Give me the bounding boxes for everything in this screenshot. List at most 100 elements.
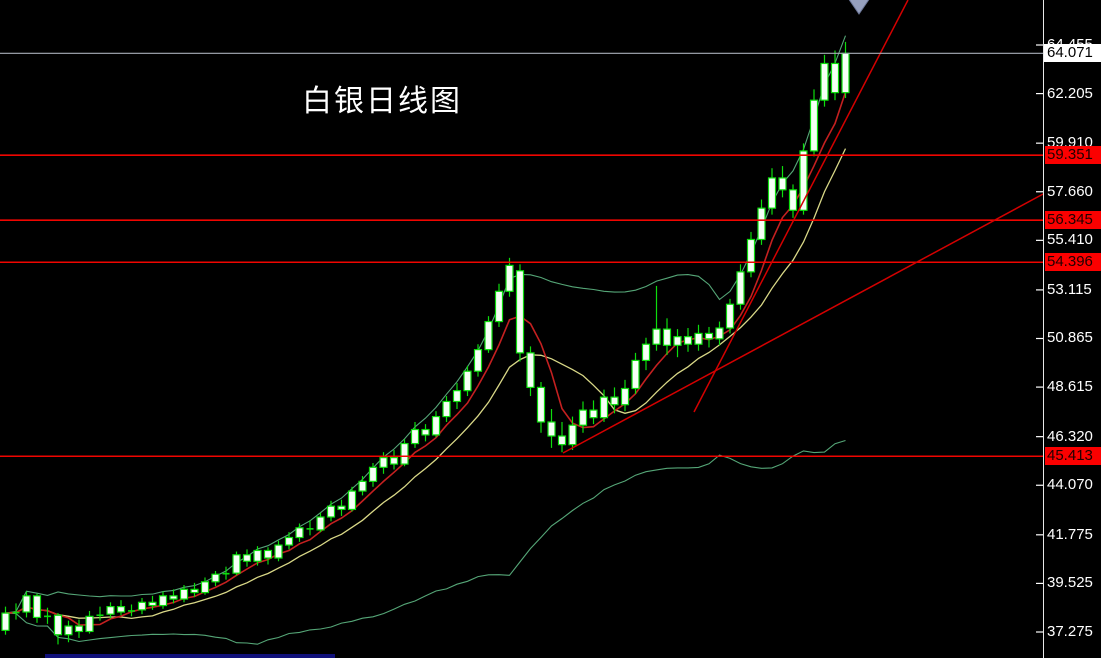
candle-body — [841, 52, 850, 94]
candle-body — [337, 505, 346, 511]
candle-body — [64, 625, 73, 636]
candle-body — [326, 505, 336, 518]
candle-body — [631, 359, 640, 390]
candle-body — [494, 290, 504, 323]
candle-body — [431, 415, 441, 436]
candle-body — [316, 516, 325, 531]
candle-body — [788, 189, 798, 211]
bollinger-upper-band — [5, 35, 847, 614]
level-price-label: 45.413 — [1045, 447, 1101, 465]
price-axis: 64.45562.20559.91057.66055.41053.11550.8… — [1043, 0, 1101, 658]
candle-body — [1, 612, 10, 631]
candle-body — [568, 424, 577, 446]
candle-body — [32, 595, 42, 619]
candle-body — [473, 349, 483, 372]
axis-tick-label: 41.775 — [1047, 526, 1093, 543]
candle-body — [22, 595, 31, 613]
long-support-trendline[interactable] — [562, 193, 1043, 454]
candle-body — [211, 573, 220, 583]
candle-body — [809, 99, 819, 152]
candle-body — [484, 320, 493, 351]
candle-body — [148, 601, 157, 607]
candle-body — [368, 466, 378, 482]
level-price-label: 54.396 — [1045, 253, 1101, 271]
axis-tick-label: 55.410 — [1047, 231, 1093, 248]
candle-body — [284, 536, 294, 546]
candle-body — [526, 352, 535, 389]
axis-tick-label: 44.070 — [1047, 476, 1093, 493]
candle-body — [421, 428, 430, 436]
candle-body — [536, 386, 546, 423]
candle-body — [74, 625, 84, 633]
candle-body — [662, 328, 672, 346]
candle-body — [106, 606, 115, 615]
axis-tick-label: 48.615 — [1047, 378, 1093, 395]
candle-body — [725, 303, 735, 329]
candle-body — [694, 332, 703, 345]
slow-ma-line — [5, 148, 847, 620]
candle-body — [137, 601, 147, 611]
level-price-label: 59.351 — [1045, 146, 1101, 164]
candle-body — [85, 615, 94, 633]
candle-body — [505, 264, 514, 292]
fast-ma-line — [5, 91, 847, 626]
axis-tick-label: 57.660 — [1047, 183, 1093, 200]
candle-body — [589, 409, 598, 419]
candle-body — [578, 409, 588, 426]
axis-tick-label: 46.320 — [1047, 428, 1093, 445]
candle-body — [547, 421, 556, 437]
candle-body — [599, 396, 609, 419]
steep-support-trendline[interactable] — [693, 0, 909, 413]
candle-body — [253, 549, 262, 562]
candle-body — [274, 544, 283, 559]
candle-body — [620, 387, 630, 406]
candle-body — [263, 549, 273, 559]
candle-body — [757, 207, 766, 241]
candle-body — [767, 177, 777, 209]
candle-body — [347, 490, 357, 511]
candle-body — [515, 270, 525, 354]
candle-body — [232, 554, 241, 574]
axis-tick-label: 37.275 — [1047, 623, 1093, 640]
candle-body — [389, 457, 399, 465]
candle-body — [557, 435, 567, 446]
candle-body — [778, 177, 787, 191]
candle-body — [179, 588, 189, 600]
background-window-edge — [45, 654, 335, 658]
candle-body — [452, 390, 462, 403]
level-price-label: 56.345 — [1045, 211, 1101, 229]
candle-body — [830, 62, 840, 94]
candles-group — [1, 41, 850, 645]
candle-body — [242, 554, 252, 562]
chart-title: 白银日线图 — [302, 85, 462, 118]
candle-body — [442, 400, 451, 418]
axis-tick-label: 39.525 — [1047, 574, 1093, 591]
down-arrow-marker[interactable] — [846, 0, 872, 15]
candle-body — [410, 428, 420, 445]
candle-body — [190, 588, 199, 594]
candle-body — [820, 62, 829, 101]
candle-body — [158, 595, 168, 607]
candlestick-chart — [0, 0, 1043, 645]
axis-tick-label: 62.205 — [1047, 85, 1093, 102]
current-price-label: 64.071 — [1044, 44, 1101, 62]
candle-body — [358, 480, 367, 492]
axis-tick-label: 53.115 — [1047, 281, 1092, 298]
candle-body — [200, 581, 210, 594]
candle-body — [116, 606, 126, 613]
bollinger-lower-band — [5, 439, 846, 645]
candle-body — [799, 150, 808, 211]
candle-body — [400, 442, 409, 465]
candle-body — [673, 336, 682, 346]
candle-body — [295, 527, 304, 539]
candle-body — [652, 328, 661, 345]
candle-body — [746, 238, 756, 273]
candle-body — [641, 343, 651, 362]
candle-body — [736, 271, 745, 305]
candle-body — [683, 336, 693, 345]
candle-body — [463, 370, 472, 392]
candle-body — [169, 595, 178, 600]
candle-body — [53, 614, 63, 636]
candle-body — [715, 327, 724, 340]
